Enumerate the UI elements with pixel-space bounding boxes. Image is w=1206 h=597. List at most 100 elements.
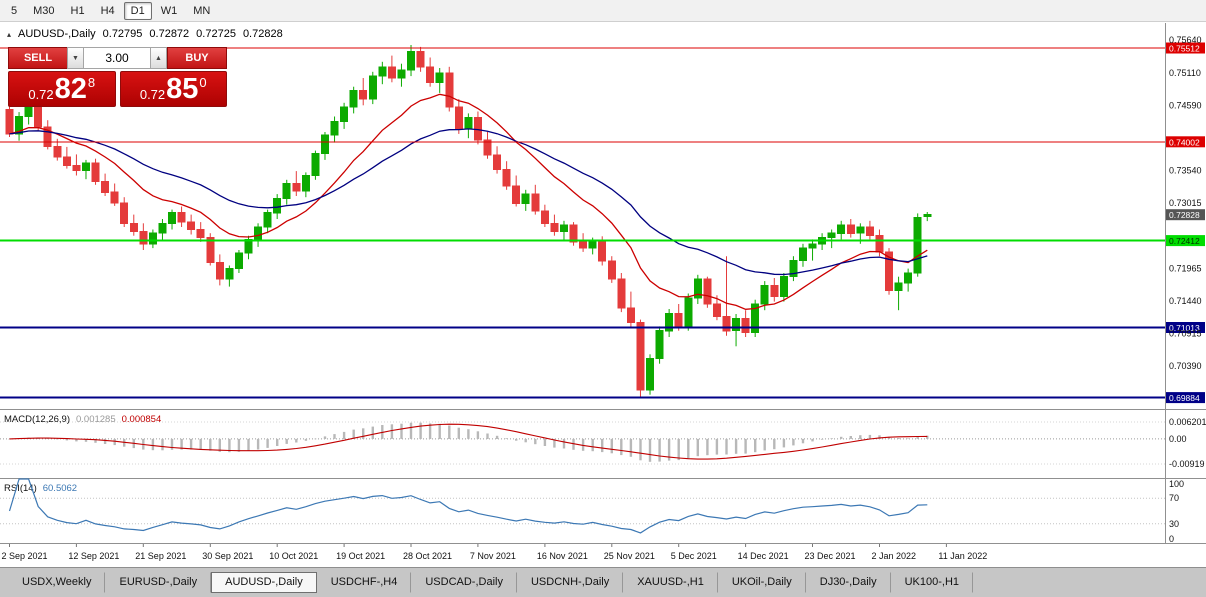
svg-text:16 Nov 2021: 16 Nov 2021	[537, 551, 588, 561]
timeframe-button-m30[interactable]: M30	[33, 4, 55, 17]
ohlc-close-value: 0.72828	[242, 28, 283, 40]
chart-tab-usdcnh-daily[interactable]: USDCNH-,Daily	[517, 572, 624, 593]
svg-text:25 Nov 2021: 25 Nov 2021	[604, 551, 655, 561]
svg-text:0.006201: 0.006201	[1169, 417, 1206, 427]
svg-text:0: 0	[1169, 534, 1174, 544]
one-click-trading-panel: SELL ▼ 3.00 ▲ BUY 0.72 82 8 0.72 85 0	[8, 47, 227, 107]
svg-text:-0.00919: -0.00919	[1169, 459, 1205, 469]
buy-price-big-digits: 85	[166, 72, 199, 105]
price-chart-canvas[interactable]: 0.755120.740020.724120.710130.698840.728…	[0, 23, 1206, 567]
svg-text:0.74002: 0.74002	[1169, 137, 1200, 147]
price-level-badge	[1166, 136, 1205, 148]
buy-price-display[interactable]: 0.72 85 0	[119, 71, 227, 107]
price-axis[interactable]: 0.75512 0.74002 0.72412 0.71013 0.69884 0.728…	[1166, 35, 1205, 404]
timeframe-button-mn[interactable]: MN	[193, 4, 211, 17]
ma-fast-line	[9, 93, 928, 310]
buy-price-pip-digit: 0	[199, 75, 207, 90]
chart-tab-usdchf-h4[interactable]: USDCHF-,H4	[317, 572, 412, 593]
svg-text:100: 100	[1169, 479, 1184, 489]
buy-button[interactable]: BUY	[167, 47, 227, 69]
svg-text:0.71013: 0.71013	[1169, 323, 1200, 333]
svg-text:70: 70	[1169, 493, 1179, 503]
sell-button[interactable]: SELL	[8, 47, 68, 69]
svg-text:2 Sep 2021: 2 Sep 2021	[2, 551, 48, 561]
symbol-marker-icon: ▴	[7, 29, 12, 39]
chart-tab-eurusd-daily[interactable]: EURUSD-,Daily	[105, 572, 212, 593]
timeframe-button-5[interactable]: 5	[11, 4, 18, 17]
chart-symbol-label: AUDUSD-,Daily	[18, 28, 96, 40]
chart-tab-usdx-weekly[interactable]: USDX,Weekly	[8, 572, 106, 593]
price-level-badge	[1166, 322, 1205, 333]
svg-text:0.69884: 0.69884	[1169, 393, 1200, 403]
timeframe-toolbar: 5 M30 H1 H4 D1 W1 MN	[0, 0, 1206, 22]
svg-text:0.73540: 0.73540	[1169, 166, 1202, 176]
svg-text:0.73015: 0.73015	[1169, 198, 1202, 208]
ohlc-open-value: 0.72795	[102, 28, 143, 40]
svg-text:0.75640: 0.75640	[1169, 35, 1202, 45]
chart-ohlc-header: ▴ AUDUSD-,Daily 0.72795 0.72872 0.72725 …	[7, 28, 283, 40]
svg-text:0.75512: 0.75512	[1169, 44, 1200, 54]
chart-tabs-bar: USDX,Weekly EURUSD-,Daily AUDUSD-,Daily USD…	[0, 567, 1206, 597]
svg-text:14 Dec 2021: 14 Dec 2021	[738, 551, 789, 561]
svg-text:0.71440: 0.71440	[1169, 296, 1202, 306]
sell-price-big-digits: 82	[54, 72, 87, 105]
svg-text:30 Sep 2021: 30 Sep 2021	[202, 551, 253, 561]
price-level-badge	[1166, 235, 1205, 247]
panel-dividers	[0, 23, 1206, 544]
current-price-badge	[1166, 209, 1205, 221]
svg-text:23 Dec 2021: 23 Dec 2021	[805, 551, 856, 561]
chart-tab-xauusd-h1[interactable]: XAUUSD-,H1	[623, 572, 718, 593]
macd-signal-line	[9, 423, 928, 460]
price-level-badge	[1166, 42, 1205, 54]
svg-text:0.74590: 0.74590	[1169, 100, 1202, 110]
svg-text:0.00: 0.00	[1169, 434, 1187, 444]
macd-label: MACD(12,26,9) 0.001285 0.000854	[4, 414, 161, 425]
rsi-label: RSI(14) 60.5062	[4, 483, 77, 494]
sell-price-pip-digit: 8	[87, 75, 96, 90]
candlestick-series	[5, 45, 932, 398]
volume-increase-icon[interactable]: ▲	[150, 47, 167, 69]
trade-controls-row: SELL ▼ 3.00 ▲ BUY	[8, 47, 227, 69]
svg-text:0.72828: 0.72828	[1169, 210, 1200, 220]
svg-text:0.71965: 0.71965	[1169, 263, 1202, 273]
svg-text:28 Oct 2021: 28 Oct 2021	[403, 551, 452, 561]
svg-text:7 Nov 2021: 7 Nov 2021	[470, 551, 516, 561]
chart-tab-ukoil-daily[interactable]: UKOil-,Daily	[718, 572, 806, 593]
timeframe-button-h4[interactable]: H4	[100, 4, 115, 17]
ohlc-low-value: 0.72725	[196, 28, 236, 40]
chart-tab-audusd-daily[interactable]: AUDUSD-,Daily	[211, 572, 317, 593]
chart-area: 0.75512 0.74002 0.72412 0.71013 0.69884 0.728…	[0, 23, 1206, 567]
svg-text:21 Sep 2021: 21 Sep 2021	[135, 551, 186, 561]
chart-tab-dj30-daily[interactable]: DJ30-,Daily	[806, 572, 891, 593]
svg-text:0.72412: 0.72412	[1169, 236, 1200, 246]
timeframe-button-h1[interactable]: H1	[70, 4, 85, 17]
trade-prices-row: 0.72 82 8 0.72 85 0	[8, 71, 227, 107]
svg-text:12 Sep 2021: 12 Sep 2021	[68, 551, 119, 561]
chart-tab-usdcad-daily[interactable]: USDCAD-,Daily	[411, 572, 517, 593]
volume-input[interactable]: 3.00	[83, 47, 151, 69]
horizontal-level-lines[interactable]	[0, 47, 1165, 399]
svg-text:0.70390: 0.70390	[1169, 361, 1202, 371]
time-axis[interactable]: 2 Sep 2021 12 Sep 2021 21 Sep 2021 30 Sep 2…	[2, 544, 988, 561]
svg-text:5 Dec 2021: 5 Dec 2021	[671, 551, 717, 561]
sell-price-display[interactable]: 0.72 82 8	[8, 71, 116, 107]
svg-text:19 Oct 2021: 19 Oct 2021	[336, 551, 385, 561]
sell-price-prefix: 0.72	[28, 87, 54, 102]
svg-text:2 Jan 2022: 2 Jan 2022	[872, 551, 917, 561]
ohlc-high-value: 0.72872	[149, 28, 190, 40]
ma-slow-line	[9, 128, 928, 276]
svg-text:10 Oct 2021: 10 Oct 2021	[269, 551, 318, 561]
volume-decrease-icon[interactable]: ▼	[67, 47, 84, 69]
svg-text:0.75110: 0.75110	[1169, 68, 1201, 78]
svg-text:11 Jan 2022: 11 Jan 2022	[938, 551, 987, 561]
svg-text:0.70915: 0.70915	[1169, 329, 1202, 339]
chart-tab-uk100-h1[interactable]: UK100-,H1	[891, 572, 974, 593]
timeframe-button-w1[interactable]: W1	[160, 4, 178, 17]
chart-plot-area[interactable]	[0, 23, 1206, 567]
svg-text:30: 30	[1169, 519, 1179, 529]
timeframe-button-d1[interactable]: D1	[123, 1, 152, 20]
price-level-badge	[1166, 392, 1205, 404]
buy-price-prefix: 0.72	[139, 87, 166, 102]
rsi-line	[8, 478, 928, 534]
